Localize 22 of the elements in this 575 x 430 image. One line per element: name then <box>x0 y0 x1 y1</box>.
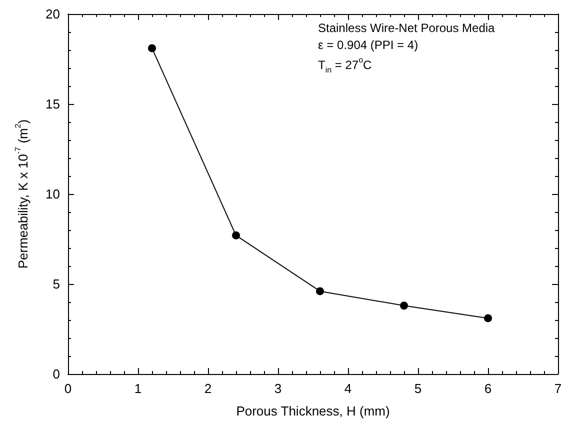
x-tick-label: 6 <box>484 381 492 396</box>
y-axis-title: Permeability, K x 10-7 (m2) <box>14 119 30 269</box>
x-axis-title: Porous Thickness, H (mm) <box>236 404 390 418</box>
x-tick-label: 2 <box>204 381 212 396</box>
y-tick-label: 15 <box>46 96 60 112</box>
y-tick-label: 5 <box>52 276 60 292</box>
point <box>400 302 408 310</box>
x-tick-label: 4 <box>344 381 352 396</box>
x-tick-label: 5 <box>414 381 422 396</box>
annotation: ε = 0.904 (PPI = 4) <box>318 38 418 52</box>
point <box>232 231 240 240</box>
x-tick-label: 7 <box>554 381 562 396</box>
x-tick-label: 0 <box>64 381 72 396</box>
point <box>148 44 156 52</box>
point <box>316 287 324 296</box>
point <box>484 314 492 322</box>
annotation: Stainless Wire-Net Porous Media <box>318 21 496 35</box>
y-tick-label: 20 <box>46 6 60 22</box>
x-tick-label: 3 <box>274 381 282 396</box>
y-tick-label: 0 <box>52 366 60 382</box>
y-tick-label: 10 <box>46 186 60 202</box>
x-tick-label: 1 <box>134 381 142 396</box>
